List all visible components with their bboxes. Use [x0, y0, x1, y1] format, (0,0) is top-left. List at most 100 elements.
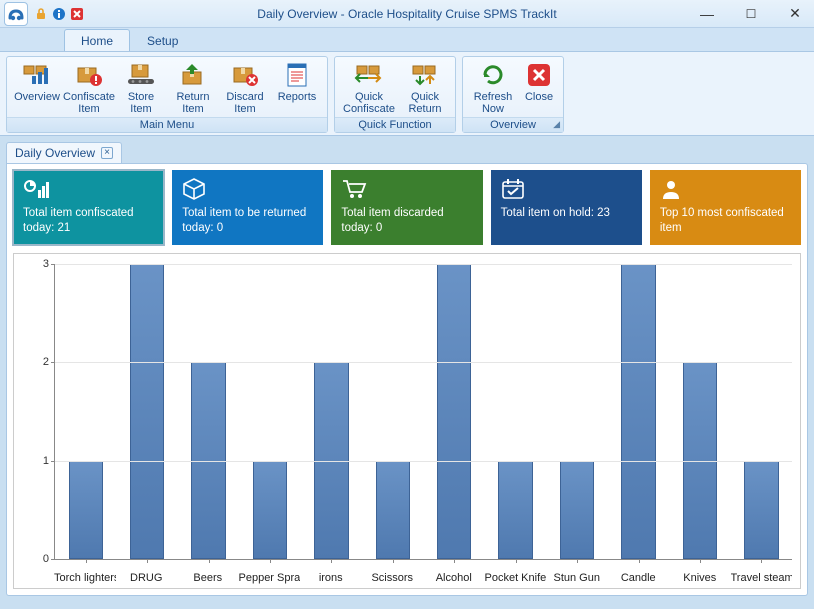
- overview-button[interactable]: Overview: [11, 59, 63, 117]
- x-axis-label: Stun Gun: [546, 572, 608, 584]
- discard-item-label: Discard Item: [221, 91, 269, 115]
- tile-0-text: Total item confiscated today: 21: [23, 207, 134, 233]
- x-axis-labels: Torch lightersDRUGBeersPepper Sprayirons…: [54, 572, 792, 584]
- confiscate-item-label: Confiscate Item: [63, 91, 115, 115]
- group-label-main-menu: Main Menu: [7, 117, 327, 132]
- refresh-now-button[interactable]: Refresh Now: [467, 59, 519, 117]
- bar-6: [437, 264, 471, 559]
- bar-8: [560, 461, 594, 559]
- x-axis-label: Travel steamers: [731, 572, 793, 584]
- discard-item-button[interactable]: Discard Item: [219, 59, 271, 117]
- tile-4[interactable]: Top 10 most confiscated item: [650, 170, 801, 245]
- quick-return-button[interactable]: Quick Return: [399, 59, 451, 117]
- lock-icon: [34, 7, 48, 21]
- info-icon[interactable]: [52, 7, 66, 21]
- title-bar: Daily Overview - Oracle Hospitality Crui…: [0, 0, 814, 28]
- ribbon-group-quick-function: Quick Confiscate Quick Return Quick Func…: [334, 56, 456, 133]
- bar-1: [130, 264, 164, 559]
- bar-5: [376, 461, 410, 559]
- y-axis-label: 0: [31, 553, 49, 565]
- x-axis-label: Pepper Spray: [239, 572, 301, 584]
- y-axis-label: 1: [31, 455, 49, 467]
- refresh-icon: [477, 61, 509, 89]
- close-icon: [523, 61, 555, 89]
- box-conveyor-icon: [125, 61, 157, 89]
- x-axis-label: Beers: [177, 572, 239, 584]
- tile-3-text: Total item on hold: 23: [501, 207, 610, 219]
- quick-return-icon: [409, 61, 441, 89]
- bar-0: [69, 461, 103, 559]
- report-icon: [281, 61, 313, 89]
- bar-chart: 0123: [54, 264, 792, 560]
- x-axis-label: irons: [300, 572, 362, 584]
- refresh-now-label: Refresh Now: [469, 91, 517, 115]
- ribbon-group-main-menu: Overview Confiscate Item Store Item Retu…: [6, 56, 328, 133]
- store-item-label: Store Item: [117, 91, 165, 115]
- boxes-chart-icon: [21, 61, 53, 89]
- group-label-overview: Overview ◢: [463, 117, 563, 132]
- content-area: Daily Overview × Total item confiscated …: [0, 136, 814, 602]
- titlebar-close-icon[interactable]: [70, 7, 84, 21]
- close-button[interactable]: Close: [519, 59, 559, 117]
- tab-home[interactable]: Home: [64, 29, 130, 51]
- group-label-overview-text: Overview: [490, 119, 536, 131]
- return-item-button[interactable]: Return Item: [167, 59, 219, 117]
- window-controls: — ☐ ✕: [692, 5, 810, 22]
- document-tab-label: Daily Overview: [15, 146, 95, 160]
- tile-3-icon: [501, 178, 632, 200]
- ribbon-group-overview: Refresh Now Close Overview ◢: [462, 56, 564, 133]
- box-up-icon: [177, 61, 209, 89]
- x-axis-label: Pocket Knife: [485, 572, 547, 584]
- confiscate-item-button[interactable]: Confiscate Item: [63, 59, 115, 117]
- bar-9: [621, 264, 655, 559]
- box-alert-icon: [73, 61, 105, 89]
- ribbon-tabstrip: Home Setup: [0, 28, 814, 52]
- y-axis-label: 3: [31, 258, 49, 270]
- x-axis-label: Alcohol: [423, 572, 485, 584]
- y-axis-label: 2: [31, 356, 49, 368]
- tile-1-icon: [182, 178, 313, 200]
- ribbon: Overview Confiscate Item Store Item Retu…: [0, 52, 814, 136]
- close-label: Close: [525, 91, 553, 103]
- tile-0-icon: [23, 178, 154, 200]
- bar-11: [744, 461, 778, 559]
- window-close-button[interactable]: ✕: [780, 5, 810, 22]
- tile-4-text: Top 10 most confiscated item: [660, 207, 784, 233]
- x-axis-label: Knives: [669, 572, 731, 584]
- document-tab[interactable]: Daily Overview ×: [6, 142, 122, 163]
- tile-2[interactable]: Total item discarded today: 0: [331, 170, 482, 245]
- x-axis-label: Torch lighters: [54, 572, 116, 584]
- bar-3: [253, 461, 287, 559]
- tile-2-icon: [341, 178, 472, 200]
- document-tab-close-icon[interactable]: ×: [101, 147, 113, 159]
- tile-3[interactable]: Total item on hold: 23: [491, 170, 642, 245]
- dialog-launcher-icon[interactable]: ◢: [553, 119, 560, 130]
- reports-button[interactable]: Reports: [271, 59, 323, 117]
- app-icon: [4, 2, 28, 26]
- tile-1[interactable]: Total item to be returned today: 0: [172, 170, 323, 245]
- chart-container: 0123 Torch lightersDRUGBeersPepper Spray…: [13, 253, 801, 589]
- tab-setup[interactable]: Setup: [130, 29, 195, 51]
- tile-0[interactable]: Total item confiscated today: 21: [13, 170, 164, 245]
- reports-label: Reports: [278, 91, 317, 103]
- x-axis-label: Candle: [608, 572, 670, 584]
- quick-confiscate-button[interactable]: Quick Confiscate: [339, 59, 399, 117]
- minimize-button[interactable]: —: [692, 6, 722, 22]
- return-item-label: Return Item: [169, 91, 217, 115]
- group-label-quick-function: Quick Function: [335, 117, 455, 132]
- bar-7: [498, 461, 532, 559]
- box-x-icon: [229, 61, 261, 89]
- x-axis-label: Scissors: [362, 572, 424, 584]
- panel: Total item confiscated today: 21 Total it…: [6, 163, 808, 596]
- tiles-row: Total item confiscated today: 21 Total it…: [13, 170, 801, 245]
- quick-confiscate-icon: [353, 61, 385, 89]
- tile-2-text: Total item discarded today: 0: [341, 207, 443, 233]
- quick-confiscate-label: Quick Confiscate: [341, 91, 397, 115]
- overview-label: Overview: [14, 91, 60, 103]
- tile-4-icon: [660, 178, 791, 200]
- tile-1-text: Total item to be returned today: 0: [182, 207, 306, 233]
- quick-return-label: Quick Return: [401, 91, 449, 115]
- maximize-button[interactable]: ☐: [736, 7, 766, 21]
- x-axis-label: DRUG: [116, 572, 178, 584]
- store-item-button[interactable]: Store Item: [115, 59, 167, 117]
